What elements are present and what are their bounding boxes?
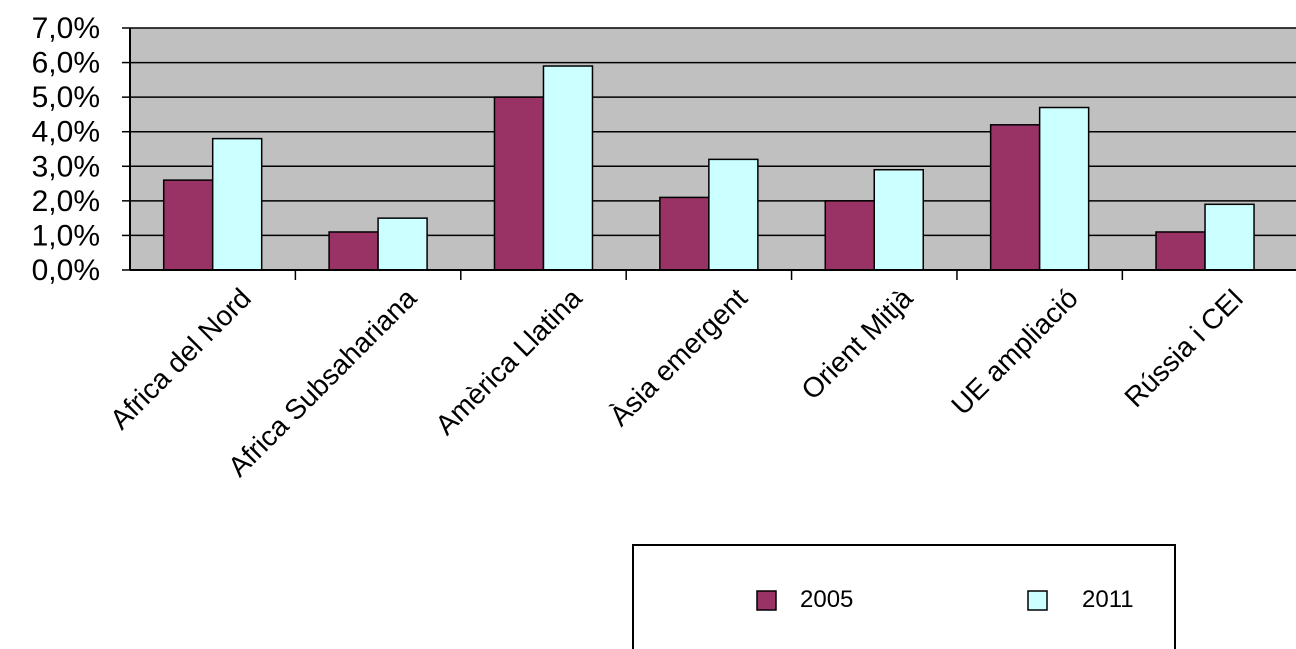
bar-2005 (162, 179, 214, 271)
y-tick-label: 1,0% (32, 219, 100, 252)
bar-2005 (659, 196, 710, 271)
y-tick-label: 6,0% (32, 47, 100, 80)
y-tick-label: 2,0% (32, 185, 100, 218)
x-tick-label: Africa Subsahariana (222, 282, 423, 483)
bar-2005 (493, 96, 545, 271)
legend: 2005 2011 (632, 544, 1176, 649)
bar-2011 (1204, 203, 1255, 271)
y-tick-label: 5,0% (32, 81, 100, 114)
bar-2011 (873, 168, 925, 271)
y-tick-label: 4,0% (32, 116, 100, 149)
y-tick-label: 7,0% (32, 12, 100, 45)
bar-2005 (1155, 231, 1206, 271)
bar-2011 (1038, 106, 1090, 271)
bar-2011 (377, 217, 428, 271)
y-tick-label: 0,0% (32, 254, 100, 287)
bar-2005 (824, 200, 876, 271)
x-tick-label: Amèrica Llatina (429, 282, 588, 441)
legend-label-2005: 2005 (800, 586, 853, 613)
bar-2005 (328, 231, 379, 271)
y-tick-labels: 0,0%1,0%2,0%3,0%4,0%5,0%6,0%7,0% (32, 12, 130, 287)
x-tick-label: Orient Mitjà (795, 282, 918, 405)
x-tick-label: UE ampliació (945, 282, 1084, 421)
x-tick-label: Rússia i CEI (1118, 282, 1249, 413)
bar-2011 (211, 137, 263, 271)
y-tick-label: 3,0% (32, 150, 100, 183)
x-tick-label: Àsia emergent (604, 282, 754, 432)
legend-swatch-2011 (1027, 590, 1048, 611)
legend-label-2011: 2011 (1082, 586, 1134, 613)
legend-swatch-2005 (756, 590, 777, 611)
x-tick-label: Africa del Nord (104, 282, 257, 435)
bar-2011 (542, 65, 594, 271)
bar-2005 (989, 124, 1041, 271)
bar-2011 (708, 158, 759, 271)
legend-border (632, 544, 1176, 649)
